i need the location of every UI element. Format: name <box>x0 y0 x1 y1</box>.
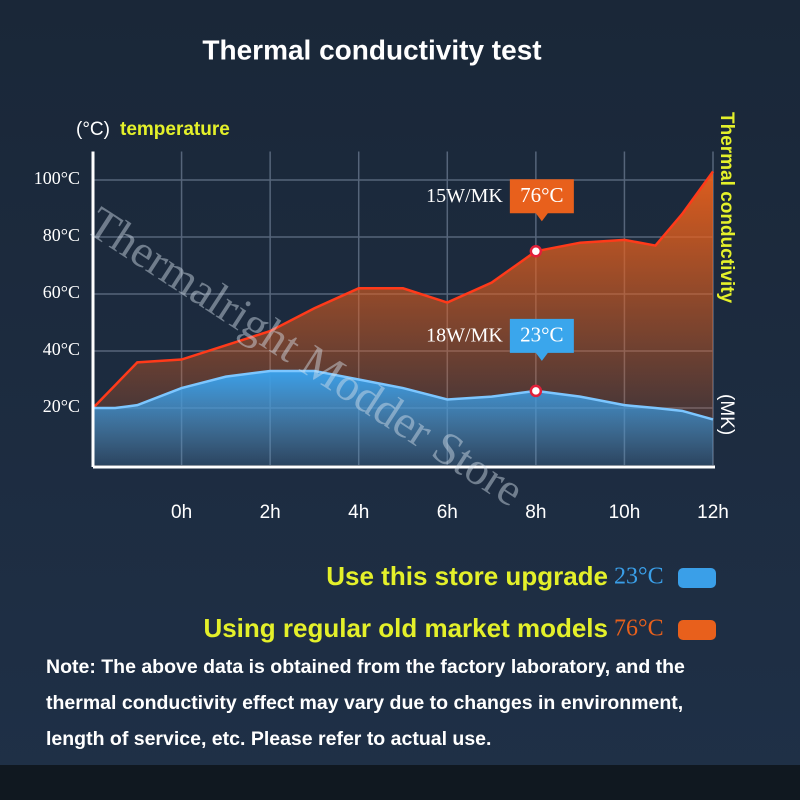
bottom-band <box>0 765 800 800</box>
y-tick-label: 40°C <box>43 339 80 359</box>
badge-label: 23°C <box>520 323 563 347</box>
y-tick-label: 20°C <box>43 396 80 416</box>
x-tick-label: 12h <box>697 502 729 523</box>
annotation-label: 15W/MK <box>426 185 503 207</box>
legend-value: 76°C <box>614 616 664 642</box>
legend-value: 23°C <box>614 564 664 590</box>
legend-label: Use this store upgrade <box>326 561 608 591</box>
note-line: length of service, etc. Please refer to … <box>46 728 491 750</box>
x-tick-label: 4h <box>348 502 369 523</box>
area-line <box>92 170 715 409</box>
y2-label: Thermal conductivity <box>716 112 737 304</box>
y2-unit: (MK) <box>716 394 737 435</box>
badge-label: 76°C <box>520 183 563 207</box>
note-line: thermal conductivity effect may vary due… <box>46 692 683 714</box>
x-tick-label: 6h <box>437 502 458 523</box>
x-tick-label: 2h <box>260 502 281 523</box>
marker <box>529 384 543 398</box>
legend-label: Using regular old market models <box>203 613 608 643</box>
area-line <box>93 369 714 421</box>
y-tick-label: 60°C <box>43 282 80 302</box>
x-tick-label: 8h <box>525 502 546 523</box>
badge-bg <box>509 318 574 361</box>
annotation-label: 18W/MK <box>426 324 503 346</box>
y-unit: (°C) <box>76 119 110 140</box>
note: Note: The above data is obtained from th… <box>46 656 685 750</box>
marker <box>529 245 543 258</box>
chart-title: Thermal conductivity test <box>202 34 541 65</box>
x-tick-label: 10h <box>609 502 641 523</box>
legend-swatch <box>678 568 716 588</box>
x-tick-label: 0h <box>171 502 192 523</box>
y2-title: Thermal conductivity (MK) <box>716 112 737 435</box>
y-tick-label: 80°C <box>43 225 80 245</box>
y-tick-label: 100°C <box>34 168 80 188</box>
legend-swatch <box>678 620 716 640</box>
note-line: Note: The above data is obtained from th… <box>46 656 685 678</box>
y-label: temperature <box>120 119 230 140</box>
badge-bg <box>509 179 574 222</box>
plot: 20°C 40°C 60°C 80°C 100°C 0h 2h 4h 6h 8h 10h 12h 76°… <box>34 151 729 523</box>
